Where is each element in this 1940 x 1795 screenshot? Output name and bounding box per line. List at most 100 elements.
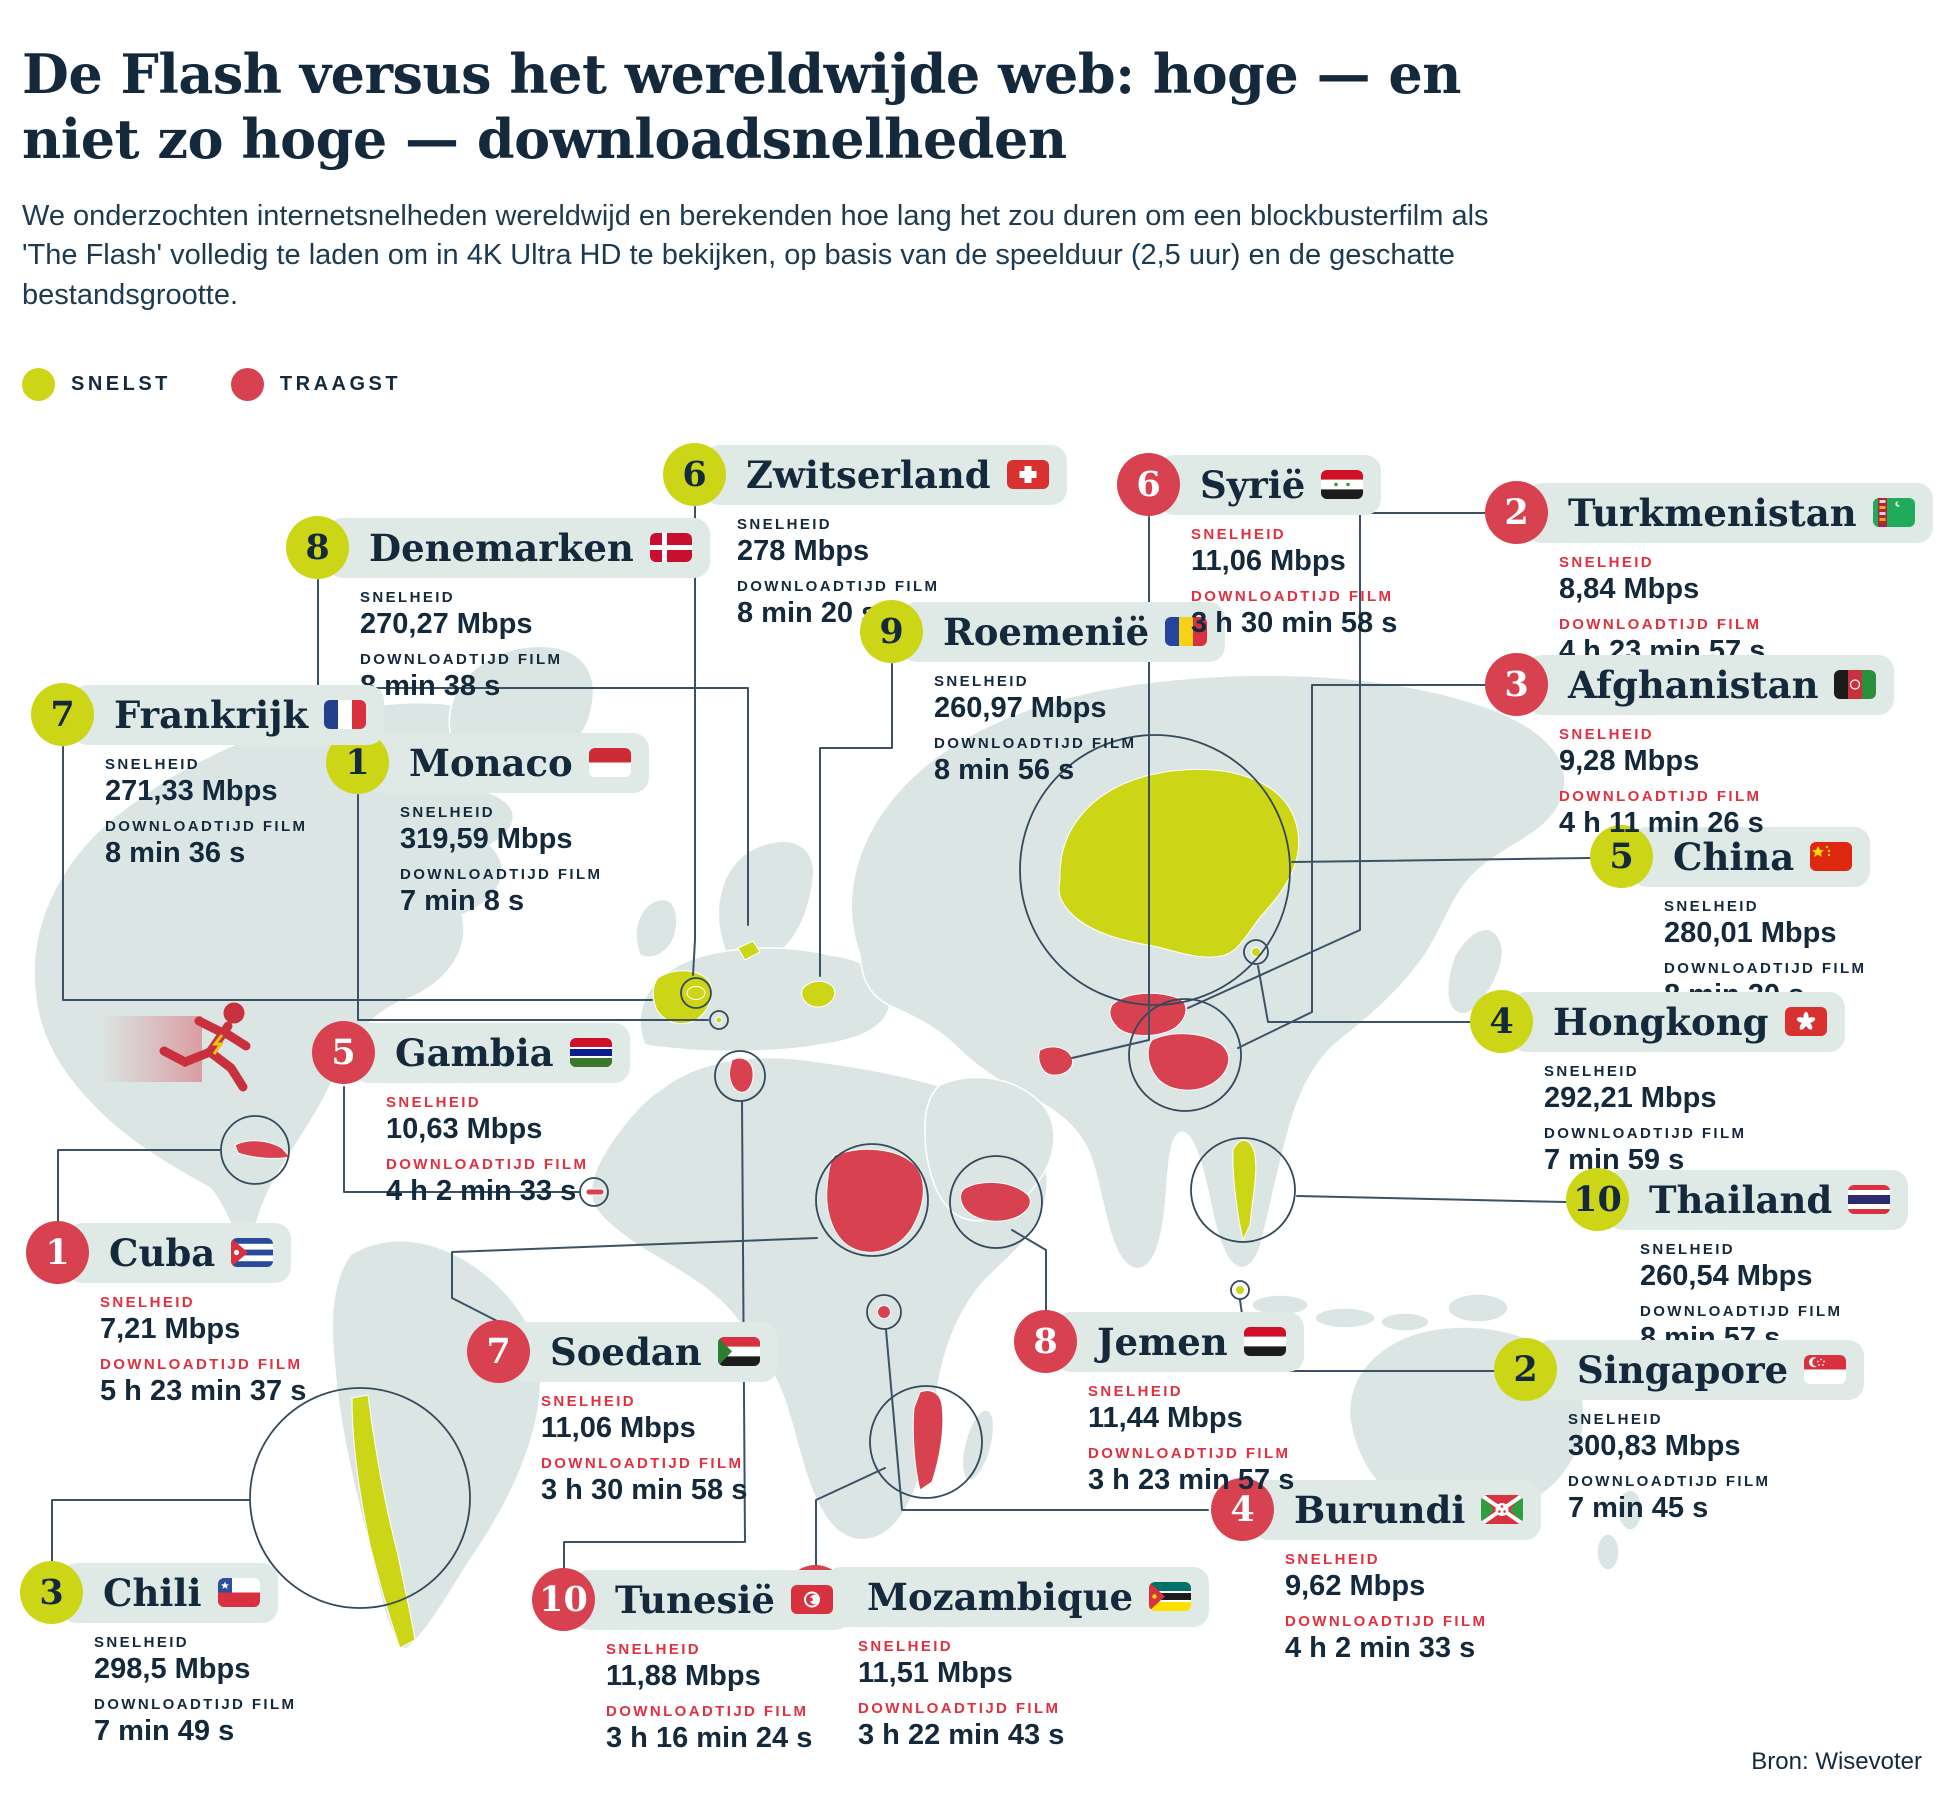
- connector-afghanistan: [1237, 684, 1487, 1049]
- country-stats: SNELHEID 278 Mbps DOWNLOADTIJD FILM 8 mi…: [737, 516, 1067, 630]
- runner-back-leg: [159, 1046, 215, 1067]
- map-highlight-denmark: [737, 940, 761, 961]
- callout-header: 10 Tunesië: [532, 1568, 851, 1631]
- country-pill: Burundi: [1252, 1479, 1542, 1540]
- callout-header: 4 Hongkong: [1470, 990, 1845, 1053]
- download-time-value: 4 h 2 min 33 s: [386, 1175, 577, 1207]
- country-name: Frankrijk: [114, 692, 309, 737]
- download-time-value: 3 h 16 min 24 s: [606, 1722, 813, 1754]
- flag-chile-icon: [217, 1578, 260, 1607]
- rank-badge: 5: [1590, 825, 1653, 888]
- speed-label: SNELHEID: [1285, 1551, 1381, 1568]
- flag-tunisia-icon: [790, 1585, 833, 1614]
- country-pill: Tunesië: [573, 1569, 851, 1630]
- country-name: Gambia: [395, 1030, 554, 1075]
- callout-afghanistan: 3 Afghanistan SNELHEID 9,28 Mbps DOWNLOA…: [1485, 653, 1895, 840]
- country-name: Soedan: [550, 1329, 702, 1374]
- speed-value: 11,51 Mbps: [858, 1657, 1013, 1689]
- country-name: Afghanistan: [1568, 662, 1819, 707]
- runner-back-arm: [194, 1016, 230, 1039]
- callout-header: 9 Roemenië: [860, 600, 1226, 663]
- speed-value: 11,06 Mbps: [541, 1412, 696, 1444]
- country-stats: SNELHEID 9,28 Mbps DOWNLOADTIJD FILM 4 h…: [1559, 726, 1894, 840]
- flag-hongkong-icon: [1784, 1007, 1827, 1036]
- rank-badge: 8: [286, 516, 349, 579]
- callout-header: 8 Jemen: [1014, 1310, 1304, 1373]
- country-stats: SNELHEID 271,33 Mbps DOWNLOADTIJD FILM 8…: [105, 756, 384, 870]
- country-stats: SNELHEID 10,63 Mbps DOWNLOADTIJD FILM 4 …: [386, 1094, 630, 1208]
- new-zealand-shape: [1617, 1489, 1643, 1531]
- madagascar-shape: [961, 1409, 995, 1481]
- flag-burundi-icon: [1481, 1495, 1524, 1524]
- speed-value: 300,83 Mbps: [1568, 1430, 1741, 1462]
- circle-sudan: [815, 1143, 929, 1257]
- download-time-value: 3 h 23 min 57 s: [1088, 1464, 1295, 1496]
- speed-label: SNELHEID: [606, 1641, 702, 1658]
- fastest-label: SNELST: [71, 373, 171, 395]
- connector-soedan: [451, 1237, 818, 1323]
- connector-thailand: [1296, 1195, 1567, 1203]
- download-time-label: DOWNLOADTIJD FILM: [1640, 1303, 1843, 1320]
- rank-badge: 2: [1485, 481, 1548, 544]
- country-name: Denemarken: [369, 525, 634, 570]
- map-highlight-yemen: [960, 1181, 1031, 1222]
- callout-header: 7 Frankrijk: [31, 683, 385, 746]
- callout-tunesie: 10 Tunesië SNELHEID 11,88 Mbps DOWNLOADT…: [532, 1568, 851, 1755]
- rank-badge: 7: [31, 683, 94, 746]
- flag-turkmenistan-icon: [1872, 498, 1915, 527]
- fast-country-shapes: [351, 768, 1300, 1649]
- connector-zwitserland: [692, 506, 696, 976]
- map-highlight-romania: [801, 980, 836, 1008]
- callout-header: 1 Cuba: [26, 1221, 306, 1284]
- country-stats: SNELHEID 11,44 Mbps DOWNLOADTIJD FILM 3 …: [1088, 1383, 1304, 1497]
- speed-label: SNELHEID: [1088, 1383, 1184, 1400]
- callout-thailand: 10 Thailand SNELHEID 260,54 Mbps DOWNLOA…: [1566, 1168, 1909, 1355]
- map-highlight-switzerland: [686, 986, 706, 1000]
- download-time-value: 3 h 30 min 58 s: [541, 1474, 748, 1506]
- legend-fastest: SNELST: [22, 368, 171, 401]
- callout-header: 3 Afghanistan: [1485, 653, 1895, 716]
- speed-value: 280,01 Mbps: [1664, 917, 1837, 949]
- speed-label: SNELHEID: [934, 673, 1030, 690]
- download-time-label: DOWNLOADTIJD FILM: [1088, 1445, 1291, 1462]
- uk-shape: [635, 898, 678, 958]
- country-stats: SNELHEID 300,83 Mbps DOWNLOADTIJD FILM 7…: [1568, 1411, 1864, 1525]
- new-guinea-shape: [1447, 1293, 1509, 1323]
- country-name: Cuba: [109, 1230, 216, 1275]
- speed-value: 8,84 Mbps: [1559, 573, 1700, 605]
- download-time-label: DOWNLOADTIJD FILM: [1544, 1125, 1747, 1142]
- circle-chile: [249, 1387, 471, 1609]
- lightning-bolt-icon: [211, 1034, 224, 1055]
- speed-value: 260,97 Mbps: [934, 692, 1107, 724]
- country-stats: SNELHEID 270,27 Mbps DOWNLOADTIJD FILM 8…: [360, 589, 710, 703]
- rank-badge: 6: [1117, 453, 1180, 516]
- download-time-value: 3 h 22 min 43 s: [858, 1719, 1065, 1751]
- callout-cuba: 1 Cuba SNELHEID 7,21 Mbps DOWNLOADTIJD F…: [26, 1221, 306, 1408]
- rank-badge: 6: [663, 443, 726, 506]
- country-name: Burundi: [1294, 1487, 1466, 1532]
- callout-syrie: 6 Syrië SNELHEID 11,06 Mbps DOWNLOADTIJD…: [1117, 453, 1397, 640]
- page-title: De Flash versus het wereldwijde web: hog…: [22, 42, 1462, 171]
- flag-monaco-icon: [588, 748, 631, 777]
- country-name: Monaco: [409, 740, 573, 785]
- speed-value: 270,27 Mbps: [360, 608, 533, 640]
- circle-tunisia: [714, 1050, 766, 1102]
- flag-singapore-icon: [1804, 1355, 1847, 1384]
- speed-label: SNELHEID: [858, 1638, 954, 1655]
- speed-value: 271,33 Mbps: [105, 775, 278, 807]
- zoom-circles: [220, 734, 1296, 1609]
- map-highlight-mozambique: [912, 1390, 944, 1491]
- callout-turkmenistan: 2 Turkmenistan SNELHEID 8,84 Mbps DOWNLO…: [1485, 481, 1933, 668]
- callout-header: 6 Zwitserland: [663, 443, 1067, 506]
- country-pill: Denemarken: [327, 517, 710, 578]
- country-name: Turkmenistan: [1568, 490, 1857, 535]
- map-highlight-tunisia: [729, 1057, 754, 1093]
- country-stats: SNELHEID 319,59 Mbps DOWNLOADTIJD FILM 7…: [400, 804, 649, 918]
- speed-value: 319,59 Mbps: [400, 823, 573, 855]
- indonesia-shape-3: [1380, 1312, 1430, 1332]
- indonesia-shape-2: [1314, 1307, 1376, 1329]
- country-name: Roemenië: [943, 609, 1150, 654]
- connector-cuba: [57, 1149, 221, 1222]
- flag-france-icon: [324, 700, 367, 729]
- rank-badge: 5: [312, 1021, 375, 1084]
